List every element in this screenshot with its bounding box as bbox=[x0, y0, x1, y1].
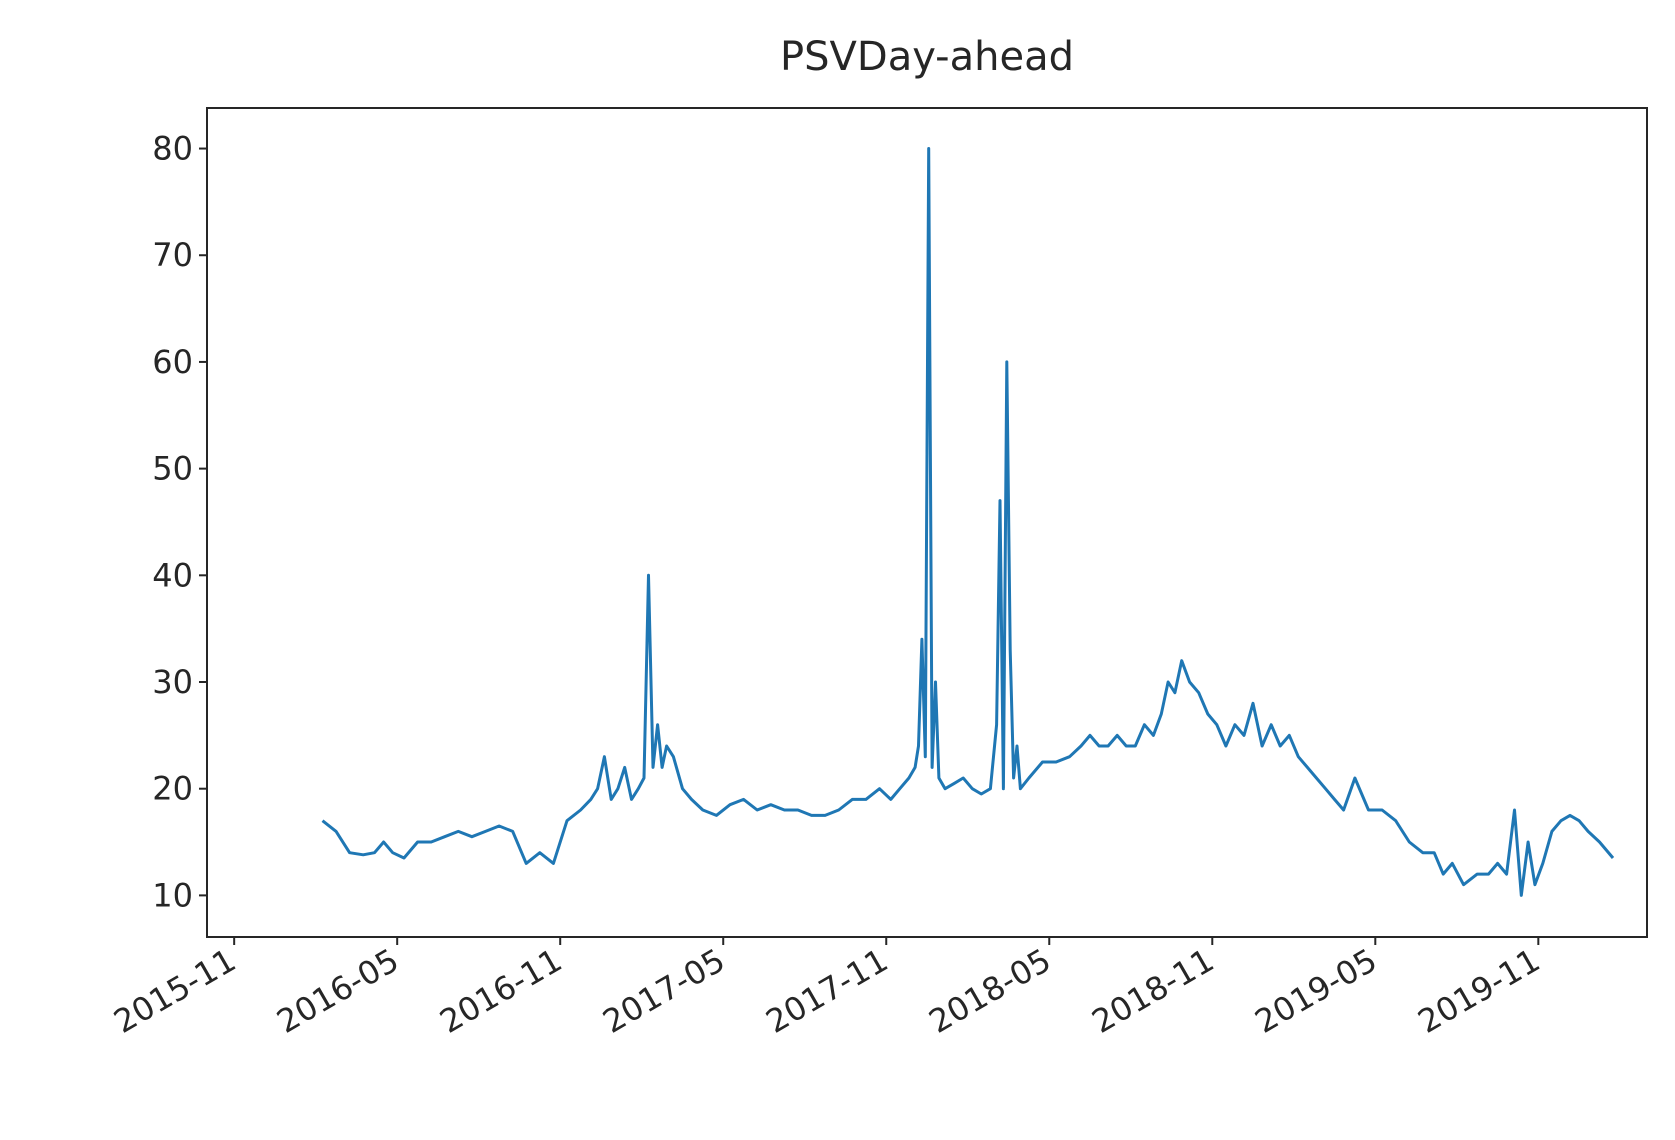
y-tick-label: 10 bbox=[152, 876, 193, 914]
x-tick-label: 2017-11 bbox=[759, 941, 894, 1041]
y-tick-label: 20 bbox=[152, 770, 193, 808]
y-tick-label: 70 bbox=[152, 236, 193, 274]
y-tick-label: 30 bbox=[152, 663, 193, 701]
y-tick-label: 50 bbox=[152, 450, 193, 488]
y-tick-label: 60 bbox=[152, 343, 193, 381]
chart-title: PSVDay-ahead bbox=[780, 34, 1074, 80]
x-tick-label: 2019-05 bbox=[1249, 941, 1384, 1041]
x-tick-label: 2018-11 bbox=[1085, 941, 1220, 1041]
x-tick-label: 2015-11 bbox=[107, 941, 242, 1041]
plot-frame bbox=[206, 107, 1648, 938]
x-tick-label: 2016-11 bbox=[433, 941, 568, 1041]
x-tick-label: 2019-11 bbox=[1412, 941, 1547, 1041]
x-tick-label: 2018-05 bbox=[922, 941, 1057, 1041]
x-tick-label: 2016-05 bbox=[270, 941, 405, 1041]
x-tick-label: 2017-05 bbox=[596, 941, 731, 1041]
price-line bbox=[321, 147, 1615, 897]
y-tick-label: 80 bbox=[152, 130, 193, 168]
y-tick-label: 40 bbox=[152, 556, 193, 594]
